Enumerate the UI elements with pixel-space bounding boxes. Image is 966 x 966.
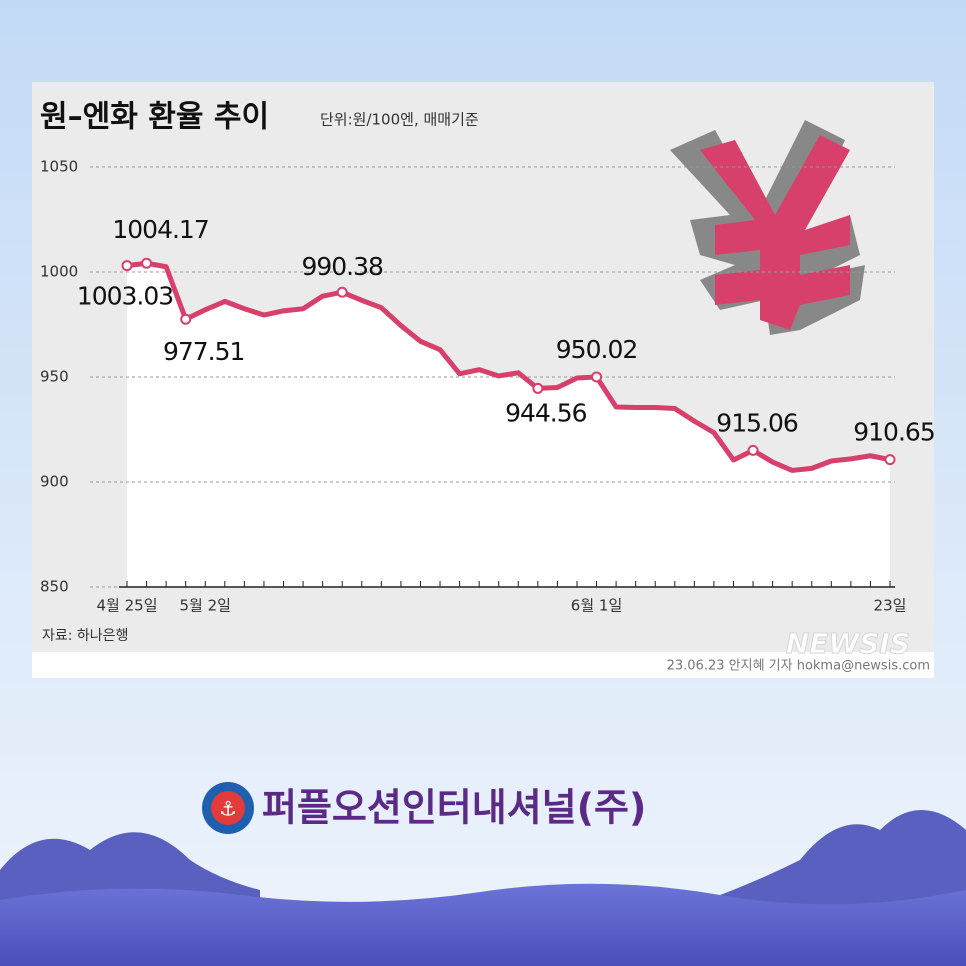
data-label: 910.65 xyxy=(853,418,934,447)
x-tick-label: 4월 25일 xyxy=(97,597,158,615)
source: 자료: 하나은행 xyxy=(42,628,128,644)
x-tick-label: 5월 2일 xyxy=(180,597,231,615)
marker xyxy=(121,260,133,272)
svg-text:⚓: ⚓ xyxy=(219,797,237,821)
data-label: 1003.03 xyxy=(77,282,173,311)
y-tick-label: 850 xyxy=(40,578,69,596)
marker xyxy=(884,454,896,466)
grass xyxy=(0,883,966,966)
marker xyxy=(747,444,759,456)
y-tick-label: 1050 xyxy=(40,158,78,176)
credit-strip xyxy=(32,652,934,678)
marker xyxy=(141,257,153,269)
x-tick-label: 6월 1일 xyxy=(571,597,622,615)
data-label: 950.02 xyxy=(556,335,637,364)
y-tick-label: 950 xyxy=(40,368,69,386)
marker xyxy=(532,382,544,394)
y-tick-label: 900 xyxy=(40,473,69,491)
watermark: NEWSIS xyxy=(786,627,910,660)
company-name: 퍼플오션인터내셔널(주) xyxy=(262,786,646,830)
data-label: 990.38 xyxy=(301,252,383,281)
marker xyxy=(591,371,603,383)
credit: 23.06.23 안지혜 기자 hokma@newsis.com xyxy=(667,659,930,674)
data-label: 977.51 xyxy=(163,337,244,366)
marker xyxy=(336,286,348,298)
line xyxy=(126,260,891,473)
area xyxy=(127,263,890,587)
marker xyxy=(180,313,192,325)
data-label: 915.06 xyxy=(716,408,798,437)
data-label: 1004.17 xyxy=(112,215,208,244)
chart-title: 원–엔화 환율 추이 xyxy=(40,100,269,135)
x-tick-label: 23일 xyxy=(874,597,907,615)
logo: ⚓ xyxy=(202,782,254,834)
chart-subtitle: 단위:원/100엔, 매매기준 xyxy=(320,111,479,129)
y-tick-label: 1000 xyxy=(40,263,78,281)
yen-icon xyxy=(670,120,865,335)
data-label: 944.56 xyxy=(505,398,587,427)
